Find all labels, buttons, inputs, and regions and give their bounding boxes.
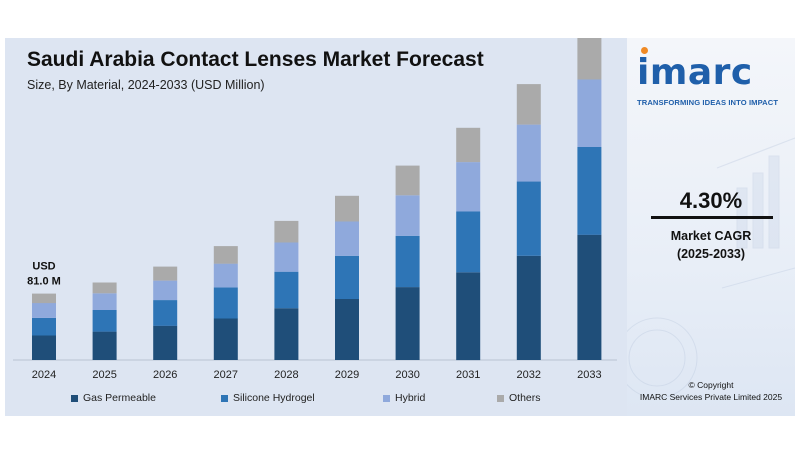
background-decoration xyxy=(627,137,795,399)
bar-others-2030 xyxy=(395,165,420,196)
x-tick-label-2029: 2029 xyxy=(335,369,359,381)
bar-gas-permeable-2031 xyxy=(456,272,481,361)
stacked-bar-chart: 2024 USD 81.0 M 2025 2026 2027 2028 2029 2030 203… xyxy=(13,38,617,381)
bar-others-2028 xyxy=(274,220,299,243)
data-label-currency-2024: USD xyxy=(32,261,55,273)
bar-gas-permeable-2027 xyxy=(213,318,238,360)
legend-label-hybrid: Hybrid xyxy=(395,392,426,404)
bar-hybrid-2030 xyxy=(395,195,420,236)
x-tick-label-2031: 2031 xyxy=(456,369,480,381)
bar-hybrid-2032 xyxy=(516,124,541,182)
bar-gas-permeable-2032 xyxy=(516,255,541,360)
bar-hybrid-2028 xyxy=(274,242,299,272)
cagr-value: 4.30% xyxy=(679,188,743,213)
legend-swatch-gas-permeable xyxy=(71,394,78,402)
x-tick-label-2032: 2032 xyxy=(517,369,541,381)
bar-others-2025 xyxy=(92,282,117,294)
legend-label-others: Others xyxy=(509,392,541,404)
x-tick-label-2025: 2025 xyxy=(92,369,116,381)
legend-item-hybrid: Hybrid xyxy=(383,390,497,406)
bar-gas-permeable-2026 xyxy=(153,325,178,360)
data-label-value-2024: 81.0 M xyxy=(27,276,61,288)
bar-hybrid-2033 xyxy=(577,79,602,147)
bar-gas-permeable-2033 xyxy=(577,234,602,360)
cagr-divider xyxy=(651,216,773,219)
bar-silicone-hydrogel-2033 xyxy=(577,147,602,235)
imarc-logo: imarc xyxy=(637,52,753,93)
legend-item-others: Others xyxy=(497,390,597,406)
bar-silicone-hydrogel-2031 xyxy=(456,211,481,273)
bar-hybrid-2029 xyxy=(335,221,359,256)
copyright-line-1: © Copyright xyxy=(688,380,734,390)
x-tick-label-2030: 2030 xyxy=(395,369,419,381)
side-panel: imarc TRANSFORMING IDEAS INTO IMPACT 4.3… xyxy=(627,38,795,416)
bar-silicone-hydrogel-2029 xyxy=(335,255,359,299)
bar-others-2032 xyxy=(516,84,541,125)
x-tick-label-2026: 2026 xyxy=(153,369,177,381)
logo-dot xyxy=(641,47,648,54)
bar-silicone-hydrogel-2032 xyxy=(516,181,541,256)
cagr-period: (2025-2033) xyxy=(676,247,746,261)
legend-item-gas-permeable: Gas Permeable xyxy=(71,390,221,406)
bar-silicone-hydrogel-2027 xyxy=(213,287,238,319)
bar-hybrid-2031 xyxy=(456,162,481,212)
chart-card: Saudi Arabia Contact Lenses Market Forec… xyxy=(5,38,795,416)
legend-swatch-hybrid xyxy=(383,394,390,402)
x-tick-label-2027: 2027 xyxy=(214,369,238,381)
legend-item-silicone-hydrogel: Silicone Hydrogel xyxy=(221,390,383,406)
bar-gas-permeable-2029 xyxy=(335,299,359,360)
bar-silicone-hydrogel-2024 xyxy=(32,317,56,336)
bar-hybrid-2027 xyxy=(213,263,238,288)
chart-panel: Saudi Arabia Contact Lenses Market Forec… xyxy=(5,38,627,416)
chart-legend: Gas Permeable Silicone Hydrogel Hybrid O… xyxy=(71,390,611,406)
brand-tagline: TRANSFORMING IDEAS INTO IMPACT xyxy=(637,98,779,107)
bar-others-2026 xyxy=(153,266,178,281)
x-tick-label-2024: 2024 xyxy=(32,369,56,381)
bar-gas-permeable-2030 xyxy=(395,287,420,360)
bar-silicone-hydrogel-2025 xyxy=(92,310,117,332)
bar-gas-permeable-2024 xyxy=(32,335,56,360)
bar-hybrid-2024 xyxy=(32,303,56,318)
copyright-line-2: IMARC Services Private Limited 2025 xyxy=(639,392,783,402)
x-tick-label-2033: 2033 xyxy=(577,369,601,381)
bar-silicone-hydrogel-2028 xyxy=(274,271,299,309)
bar-others-2024 xyxy=(32,293,56,304)
legend-label-silicone-hydrogel: Silicone Hydrogel xyxy=(233,392,315,404)
legend-swatch-silicone-hydrogel xyxy=(221,394,228,402)
bar-others-2027 xyxy=(213,246,238,264)
bar-others-2033 xyxy=(577,38,602,80)
cagr-label: Market CAGR xyxy=(670,229,752,243)
chart-title: Saudi Arabia Contact Lenses Market Forec… xyxy=(27,48,484,71)
bar-hybrid-2026 xyxy=(153,280,178,300)
x-tick-label-2028: 2028 xyxy=(274,369,298,381)
legend-swatch-others xyxy=(497,394,504,402)
bar-gas-permeable-2025 xyxy=(92,331,117,360)
bar-others-2029 xyxy=(335,195,359,222)
legend-label-gas-permeable: Gas Permeable xyxy=(83,392,156,404)
bar-others-2031 xyxy=(456,127,481,163)
bar-silicone-hydrogel-2026 xyxy=(153,300,178,326)
bar-gas-permeable-2028 xyxy=(274,308,299,360)
bar-hybrid-2025 xyxy=(92,293,117,310)
bar-silicone-hydrogel-2030 xyxy=(395,235,420,288)
chart-subtitle: Size, By Material, 2024-2033 (USD Millio… xyxy=(27,78,265,92)
